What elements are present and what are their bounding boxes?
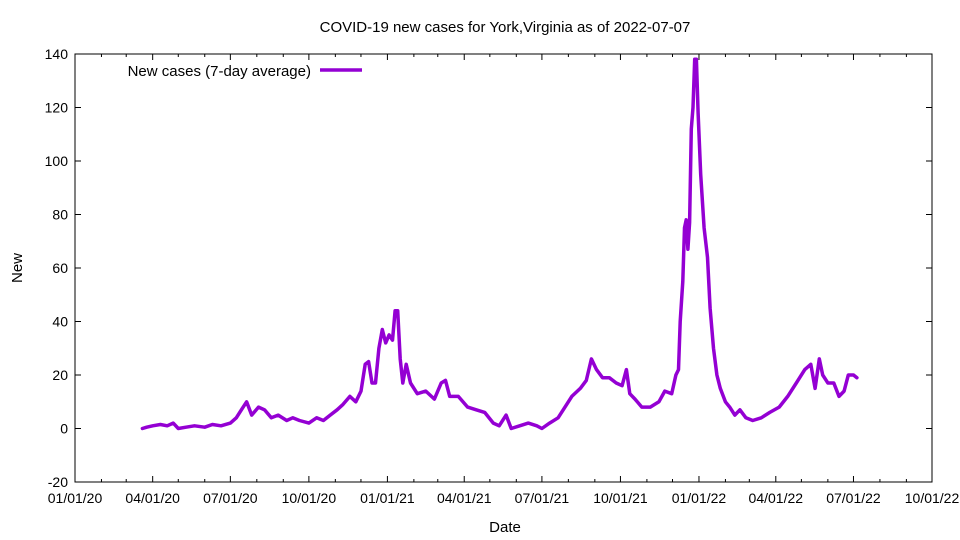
x-tick-label: 07/01/22 — [826, 490, 881, 506]
x-tick-label: 10/01/22 — [905, 490, 960, 506]
series-line-new-cases — [140, 57, 859, 431]
y-axis-label: New — [9, 253, 26, 283]
y-tick-label: 60 — [52, 260, 68, 276]
x-tick-label: 10/01/20 — [282, 490, 337, 506]
x-axis: 01/01/20 04/01/20 07/01/20 10/01/20 01/01/21… — [48, 54, 960, 506]
y-tick-label: -20 — [48, 474, 68, 490]
y-tick-label: 80 — [52, 207, 68, 223]
chart-title: COVID-19 new cases for York,Virginia as … — [320, 19, 691, 36]
x-tick-label: 04/01/22 — [749, 490, 804, 506]
x-tick-label: 01/01/21 — [360, 490, 415, 506]
x-tick-label: 01/01/22 — [672, 490, 727, 506]
y-tick-label: 0 — [60, 421, 68, 437]
legend-label: New cases (7-day average) — [128, 63, 311, 80]
x-tick-label: 07/01/21 — [515, 490, 570, 506]
x-tick-label: 04/01/21 — [437, 490, 492, 506]
x-tick-label: 04/01/20 — [125, 490, 180, 506]
x-tick-label: 07/01/20 — [203, 490, 258, 506]
y-tick-label: 40 — [52, 314, 68, 330]
y-tick-label: 140 — [45, 46, 69, 62]
y-tick-label: 100 — [45, 153, 69, 169]
y-tick-label: 120 — [45, 100, 69, 116]
y-tick-label: 20 — [52, 367, 68, 383]
legend: New cases (7-day average) — [128, 63, 362, 80]
x-tick-label: 10/01/21 — [593, 490, 648, 506]
x-axis-label: Date — [489, 519, 521, 536]
x-tick-label: 01/01/20 — [48, 490, 103, 506]
y-axis: -20 0 20 40 60 80 100 120 140 — [45, 46, 932, 490]
